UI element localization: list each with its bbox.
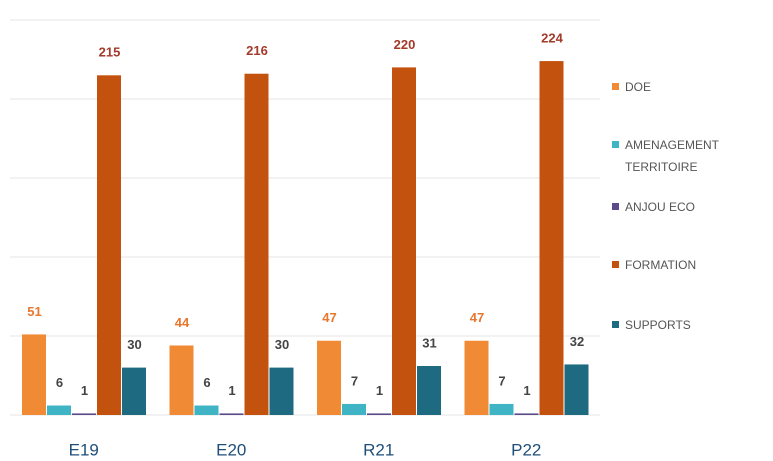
legend-swatch <box>612 321 619 328</box>
legend-item: AMENAGEMENT TERRITOIRE <box>612 134 772 178</box>
bar <box>122 367 146 415</box>
data-label: 1 <box>228 383 235 398</box>
data-label: 30 <box>275 337 289 352</box>
legend-swatch <box>612 261 619 268</box>
bar <box>194 405 219 415</box>
x-tick-label: E19 <box>69 440 99 459</box>
bar <box>464 340 489 415</box>
bar <box>22 334 46 415</box>
data-label: 7 <box>351 373 358 388</box>
bar <box>564 364 589 415</box>
data-label: 216 <box>246 43 268 58</box>
data-label: 1 <box>523 383 530 398</box>
data-label: 31 <box>422 335 436 350</box>
data-label: 32 <box>570 334 584 349</box>
data-label: 44 <box>175 315 190 330</box>
data-label: 215 <box>99 45 121 60</box>
bar <box>317 340 341 415</box>
bar <box>244 73 269 415</box>
data-label: 1 <box>81 383 88 398</box>
bar <box>539 61 564 416</box>
x-tick-label: R21 <box>363 440 394 459</box>
bar <box>169 345 194 415</box>
data-label: 1 <box>376 383 383 398</box>
bar <box>392 67 416 416</box>
bar <box>367 413 391 415</box>
bar <box>47 405 71 415</box>
x-tick-label: E20 <box>216 440 246 459</box>
x-tick-label: P22 <box>511 440 541 459</box>
data-label: 47 <box>322 310 336 325</box>
plot: E19 51 6 1 215 30 E20 44 6 1 216 30 R21 47 7 1 220 31 P22 4… <box>10 19 600 459</box>
legend-label: AMENAGEMENT TERRITOIRE <box>625 138 719 174</box>
legend-item: FORMATION <box>612 254 772 276</box>
bar <box>72 413 96 415</box>
bar <box>219 413 244 415</box>
bar <box>342 403 366 415</box>
legend-item: SUPPORTS <box>612 314 772 336</box>
data-label: 7 <box>498 373 505 388</box>
data-label: 6 <box>203 375 210 390</box>
bar <box>489 403 514 415</box>
legend-label: SUPPORTS <box>625 318 691 332</box>
legend-swatch <box>612 203 619 210</box>
data-label: 224 <box>541 31 563 46</box>
legend-label: FORMATION <box>625 258 697 272</box>
data-label: 220 <box>394 37 416 52</box>
data-label: 51 <box>27 304 41 319</box>
data-label: 47 <box>470 310 484 325</box>
bar <box>417 366 441 415</box>
data-label: 6 <box>56 375 63 390</box>
data-label: 30 <box>127 337 141 352</box>
bar <box>514 413 539 415</box>
legend-item: DOE <box>612 76 772 98</box>
bar <box>97 75 121 416</box>
legend-swatch <box>612 141 619 148</box>
legend-item: ANJOU ECO <box>612 196 772 218</box>
bar <box>269 367 294 415</box>
legend-swatch <box>612 83 619 90</box>
legend-label: ANJOU ECO <box>625 200 696 214</box>
legend-label: DOE <box>625 80 652 94</box>
